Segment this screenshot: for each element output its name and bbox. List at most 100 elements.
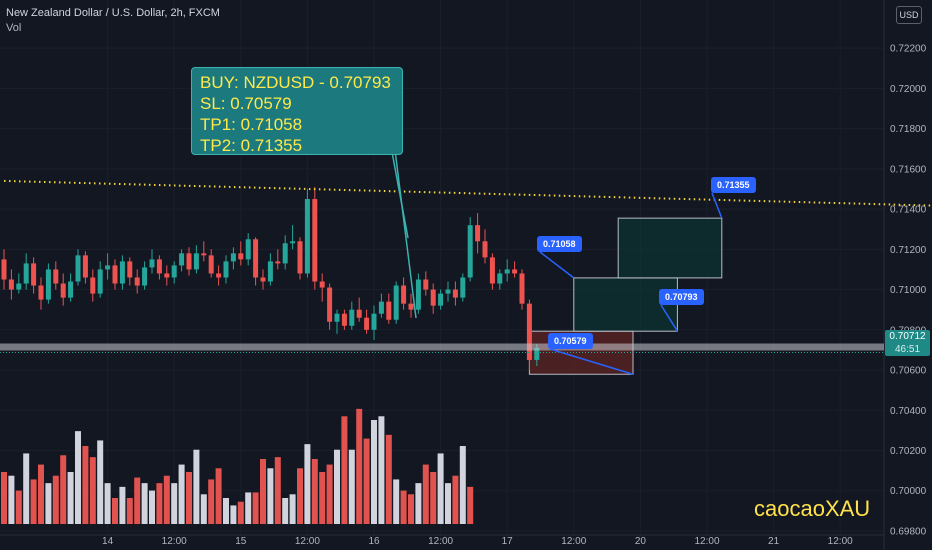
y-tick-label: 0.71400 (890, 205, 927, 216)
callout-pointer (394, 149, 417, 319)
volume-bar (186, 472, 192, 524)
price-axis[interactable]: 0.72200 0.72000 0.71800 0.71600 0.71400 0.712… (890, 44, 927, 538)
y-tick-label: 0.72200 (890, 44, 927, 55)
x-tick-label: 12:00 (428, 536, 453, 547)
candle-body (142, 267, 148, 286)
candle-body (378, 301, 384, 314)
candle-body (349, 309, 355, 326)
candle-body (230, 253, 236, 262)
volume-bar (459, 446, 466, 524)
volume-bar (430, 472, 437, 524)
volume-bar (141, 483, 148, 524)
candle-body (216, 273, 222, 278)
candle-body (290, 241, 296, 244)
volume-bar (252, 492, 259, 524)
volume-bar (326, 464, 333, 524)
volume-bar (163, 475, 170, 524)
candle-body (201, 253, 207, 256)
y-tick-label: 0.71600 (890, 164, 927, 175)
volume-bar (208, 479, 215, 524)
volume-bar (8, 475, 15, 524)
candle-body (45, 269, 51, 300)
tp1-price-label[interactable]: 0.71058 (537, 236, 582, 252)
volume-bar (178, 464, 185, 524)
volume-bar (67, 472, 74, 524)
volume-bar (60, 455, 67, 524)
candle-body (341, 313, 347, 326)
x-tick-label: 12:00 (561, 536, 586, 547)
candle-body (482, 241, 488, 258)
candle-body (112, 265, 118, 284)
volume-bar (134, 477, 141, 524)
volume-bar (260, 459, 266, 524)
sl-price-label[interactable]: 0.70579 (548, 333, 593, 349)
volume-bar (371, 420, 377, 524)
volume-bar (415, 483, 422, 524)
volume-bar (400, 490, 407, 524)
price-label-connector (549, 348, 634, 375)
volume-bar (363, 438, 370, 524)
x-tick-label: 12:00 (828, 536, 853, 547)
candle-body (164, 273, 170, 278)
candle-body (149, 259, 155, 268)
volume-bar (30, 479, 37, 524)
take-profit-2-zone (617, 217, 723, 279)
volume-bar (112, 498, 118, 524)
candle-body (282, 243, 288, 264)
volume-bar (215, 468, 222, 524)
volume-bar (237, 501, 244, 524)
volume-bar (378, 416, 385, 524)
candle-body (327, 287, 333, 322)
x-tick-label: 12:00 (694, 536, 719, 547)
callout-pointer (391, 151, 409, 239)
candle-body (68, 281, 74, 298)
volume-bar (393, 479, 400, 524)
candle-body (312, 199, 318, 282)
candle-body (356, 309, 362, 318)
candle-body (430, 289, 436, 306)
volume-bar (282, 498, 289, 524)
y-tick-label: 0.71800 (890, 124, 927, 135)
candle-body (275, 261, 281, 264)
candle-body (386, 301, 392, 320)
currency-button[interactable]: USD (896, 6, 922, 24)
candle-body (408, 303, 414, 310)
overlay-lines (0, 149, 932, 375)
volume-bar (82, 446, 89, 524)
signal-tp1-line: TP1: 0.71058 (200, 115, 303, 134)
symbol-title[interactable]: New Zealand Dollar / U.S. Dollar, 2h, FX… (6, 7, 220, 19)
candle-body (467, 225, 473, 278)
candle-body (497, 273, 503, 284)
volume-indicator-label[interactable]: Vol (6, 22, 22, 34)
volume-bar (274, 457, 281, 524)
volume-bar (156, 483, 163, 524)
candle-body (267, 261, 273, 282)
candle-body (82, 255, 88, 278)
x-tick-label: 20 (635, 536, 647, 547)
volume-bars (1, 408, 474, 524)
y-tick-label: 0.70200 (890, 446, 927, 457)
volume-bar (126, 498, 133, 524)
candle-body (90, 277, 96, 294)
volume-bar (223, 498, 229, 524)
volume-bar (200, 494, 207, 524)
candle-body (245, 239, 251, 260)
time-axis[interactable]: 14 12:00 15 12:00 16 12:00 17 12:00 20 12:00 21 12:… (102, 536, 853, 547)
candle-body (179, 253, 185, 266)
x-tick-label: 15 (235, 536, 247, 547)
y-tick-label: 0.71200 (890, 245, 927, 256)
entry-price-label[interactable]: 0.70793 (659, 289, 704, 305)
candles (1, 186, 540, 371)
candle-body (512, 269, 518, 274)
candle-body (127, 261, 133, 278)
volume-bar (45, 483, 52, 524)
volume-bar (171, 483, 178, 524)
volume-bar (319, 472, 326, 524)
volume-bar (104, 483, 111, 524)
price-label-connector (660, 304, 679, 332)
chart-header: New Zealand Dollar / U.S. Dollar, 2h, FX… (6, 6, 220, 36)
tp2-price-label[interactable]: 0.71355 (711, 177, 756, 193)
candle-body (16, 283, 22, 290)
x-tick-label: 12:00 (162, 536, 187, 547)
